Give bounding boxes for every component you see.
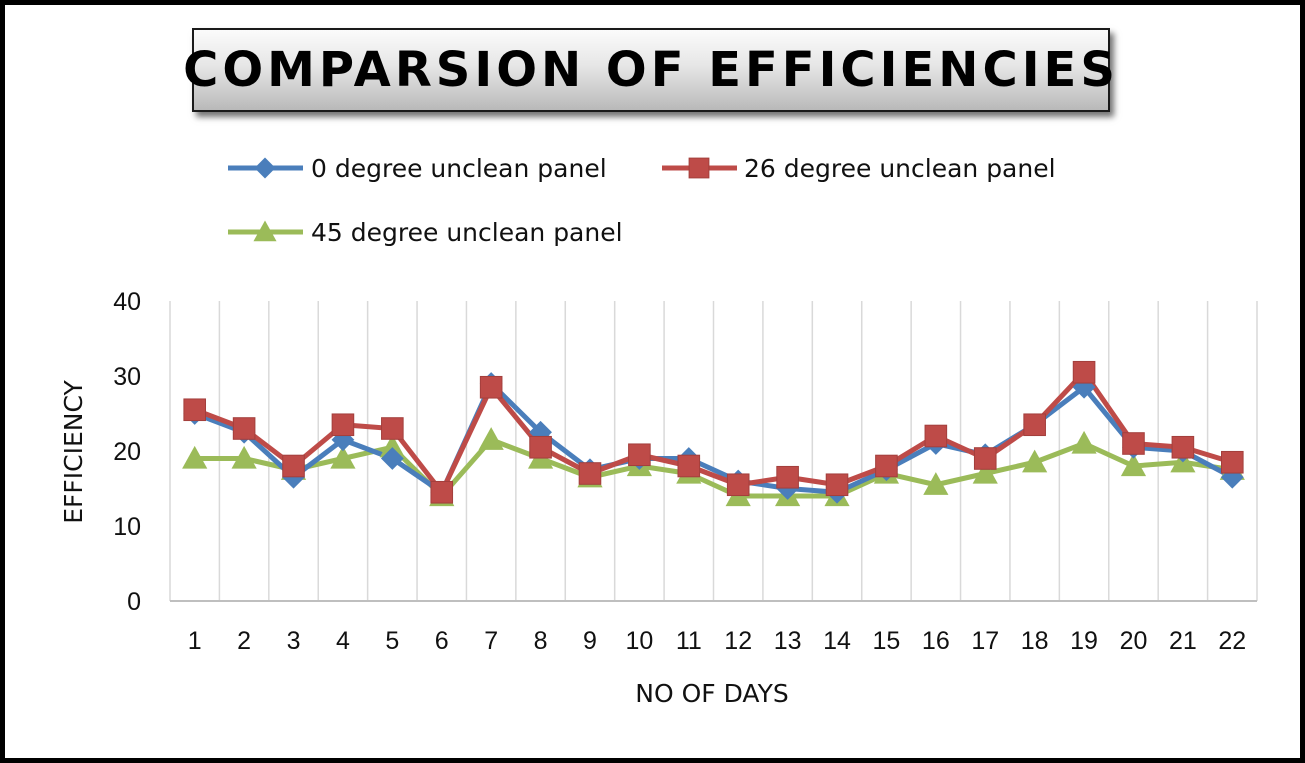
data-point-square bbox=[479, 375, 503, 399]
legend-swatch-square bbox=[688, 157, 710, 179]
x-tick-label: 17 bbox=[971, 627, 999, 655]
x-tick-label: 13 bbox=[774, 627, 802, 655]
legend-label: 26 degree unclean panel bbox=[744, 154, 1056, 183]
data-point-square bbox=[875, 454, 898, 478]
x-tick-label: 18 bbox=[1021, 627, 1049, 655]
data-point-square bbox=[677, 454, 701, 478]
legend-item: 26 degree unclean panel bbox=[662, 154, 1056, 183]
data-point-square bbox=[430, 480, 454, 504]
x-tick-label: 12 bbox=[724, 627, 752, 655]
data-point-triangle bbox=[379, 434, 405, 458]
series-lines bbox=[193, 369, 1234, 499]
y-tick-label: 40 bbox=[113, 288, 141, 316]
data-point-square bbox=[232, 417, 256, 440]
data-point-square bbox=[924, 424, 948, 448]
legend: 0 degree unclean panel 26 degree unclean … bbox=[228, 154, 1056, 247]
data-point-square bbox=[1122, 432, 1145, 455]
data-point-triangle bbox=[1022, 449, 1048, 473]
series-line bbox=[193, 381, 1234, 495]
x-axis-title: NO OF DAYS bbox=[635, 679, 788, 708]
x-tick-label: 15 bbox=[873, 627, 901, 655]
data-point-square bbox=[1220, 450, 1244, 474]
data-point-square bbox=[1072, 360, 1096, 384]
y-tick-label: 20 bbox=[113, 438, 141, 466]
data-point-square bbox=[1023, 413, 1046, 437]
data-point-triangle bbox=[1071, 430, 1097, 454]
series-line bbox=[193, 369, 1234, 495]
data-point-square bbox=[282, 454, 305, 478]
legend-label: 0 degree unclean panel bbox=[311, 154, 607, 183]
legend-label: 45 degree unclean panel bbox=[311, 218, 623, 247]
legend-item: 0 degree unclean panel bbox=[228, 154, 607, 183]
x-tick-label: 19 bbox=[1070, 627, 1098, 655]
data-point-square bbox=[381, 417, 404, 440]
data-point-diamond bbox=[1220, 465, 1244, 489]
x-tick-label: 6 bbox=[435, 627, 449, 655]
x-tick-label: 14 bbox=[823, 627, 851, 655]
data-point-square bbox=[776, 465, 799, 489]
data-point-square bbox=[726, 473, 750, 497]
x-tick-label: 22 bbox=[1218, 627, 1246, 655]
legend-swatch-triangle bbox=[253, 220, 277, 242]
x-tick-label: 4 bbox=[336, 627, 350, 655]
data-point-triangle bbox=[182, 445, 208, 469]
y-tick-label: 10 bbox=[113, 513, 141, 541]
data-point-triangle bbox=[330, 445, 356, 469]
x-tick-label: 21 bbox=[1169, 627, 1197, 655]
data-point-square bbox=[529, 435, 552, 459]
data-point-square bbox=[578, 462, 602, 485]
x-tick-label: 9 bbox=[583, 627, 597, 655]
x-tick-label: 11 bbox=[676, 627, 702, 655]
x-tick-label: 1 bbox=[188, 627, 202, 655]
x-tick-label: 8 bbox=[534, 627, 548, 655]
data-point-square bbox=[331, 413, 355, 437]
x-tick-label: 3 bbox=[287, 627, 301, 655]
y-axis-title: EFFICIENCY bbox=[59, 380, 88, 524]
chart-title: COMPARSION OF EFFICIENCIES bbox=[183, 42, 1119, 98]
x-tick-label: 2 bbox=[237, 627, 251, 655]
y-tick-label: 30 bbox=[113, 363, 141, 391]
data-point-triangle bbox=[1120, 453, 1147, 477]
data-point-square bbox=[1171, 435, 1195, 459]
data-point-diamond bbox=[380, 447, 404, 470]
y-tick-label: 0 bbox=[127, 588, 141, 616]
data-point-diamond bbox=[529, 420, 552, 444]
chart-title-box: COMPARSION OF EFFICIENCIES bbox=[183, 28, 1115, 112]
data-point-square bbox=[628, 443, 651, 467]
x-tick-label: 16 bbox=[922, 627, 950, 655]
series-line bbox=[194, 437, 1233, 499]
data-point-diamond bbox=[1072, 375, 1096, 399]
x-tick-label: 5 bbox=[385, 627, 399, 655]
legend-swatch-diamond bbox=[254, 157, 276, 179]
x-tick-label: 10 bbox=[625, 627, 653, 655]
data-point-triangle bbox=[923, 472, 949, 495]
data-point-diamond bbox=[331, 428, 355, 452]
data-point-square bbox=[183, 398, 207, 422]
series-markers bbox=[182, 360, 1245, 507]
grid-lines bbox=[169, 301, 1258, 601]
data-point-square bbox=[825, 473, 849, 497]
x-tick-label: 7 bbox=[484, 627, 498, 655]
data-point-square bbox=[973, 447, 997, 470]
x-tick-label: 20 bbox=[1120, 627, 1148, 655]
data-point-triangle bbox=[478, 427, 504, 450]
data-point-triangle bbox=[972, 460, 998, 484]
legend-item: 45 degree unclean panel bbox=[228, 218, 623, 247]
data-point-triangle bbox=[231, 445, 257, 469]
